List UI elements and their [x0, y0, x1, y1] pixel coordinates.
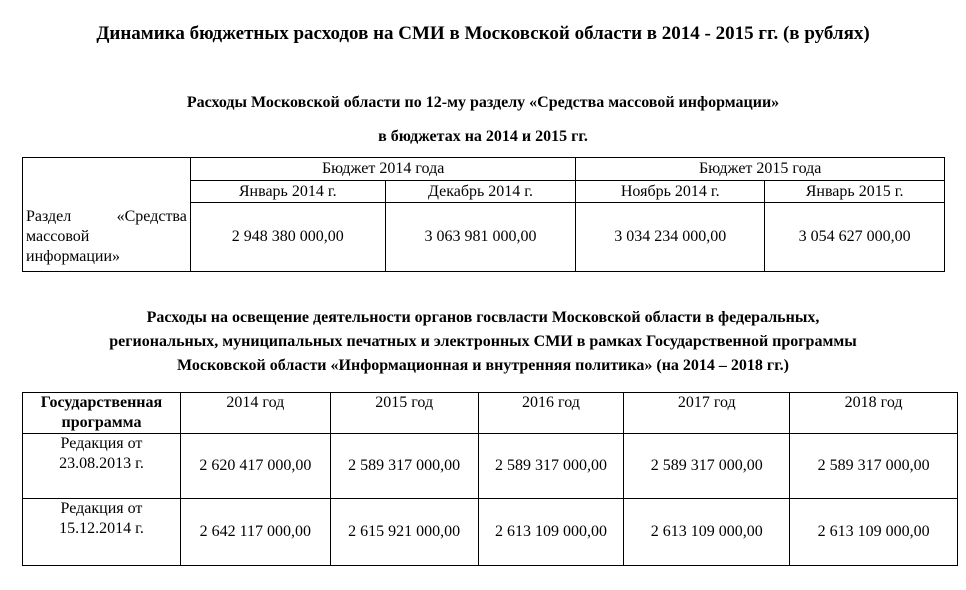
section2-heading-line-3: Московской области «Информационная и вну…	[177, 357, 789, 374]
column-header: Ноябрь 2014 г.	[575, 180, 766, 203]
table-cell: 2 620 417 000,00	[179, 433, 331, 499]
table-cell: 2 613 109 000,00	[477, 498, 625, 566]
group-header: Бюджет 2015 года	[575, 157, 945, 181]
column-header: Январь 2015 г.	[764, 180, 945, 203]
table-cell: 2 589 317 000,00	[329, 433, 479, 499]
section1-heading-line-2: в бюджетах на 2014 и 2015 гг.	[378, 128, 588, 145]
column-header: Государственная программа	[22, 392, 181, 434]
table-row: Редакция от 23.08.2013 г. 2 620 417 000,…	[22, 433, 958, 499]
column-header: Январь 2014 г.	[189, 180, 386, 203]
table-cell: 2 589 317 000,00	[789, 433, 958, 499]
table-cell: 2 613 109 000,00	[789, 498, 958, 566]
media-budget-table: Раздел «Средства массовой информации» Бю…	[22, 157, 945, 272]
column-header: 2017 год	[623, 392, 791, 434]
program-expenses-table: Государственная программа 2014 год 2015 …	[22, 392, 958, 566]
row-label: Редакция от 23.08.2013 г.	[22, 433, 181, 499]
column-header: 2015 год	[329, 392, 479, 434]
column-header: 2018 год	[789, 392, 958, 434]
column-header: 2016 год	[477, 392, 625, 434]
row-label: Раздел «Средства массовой информации»	[22, 157, 191, 272]
section2-heading-line-1: Расходы на освещение деятельности органо…	[146, 309, 820, 326]
section2-heading-line-2: региональных, муниципальных печатных и э…	[109, 333, 857, 350]
page-title: Динамика бюджетных расходов на СМИ в Мос…	[96, 23, 870, 44]
table-cell: 3 063 981 000,00	[384, 202, 577, 272]
column-header: 2014 год	[179, 392, 331, 434]
table-cell: 2 613 109 000,00	[623, 498, 791, 566]
group-header: Бюджет 2014 года	[189, 157, 577, 181]
table-cell: 2 589 317 000,00	[623, 433, 791, 499]
section1-heading-line-1: Расходы Московской области по 12-му разд…	[186, 94, 780, 111]
table-cell: 2 642 117 000,00	[179, 498, 331, 566]
table-cell: 2 589 317 000,00	[477, 433, 625, 499]
table-cell: 3 054 627 000,00	[764, 202, 945, 272]
table-cell: 3 034 234 000,00	[575, 202, 766, 272]
table-cell: 2 615 921 000,00	[329, 498, 479, 566]
table-row: Редакция от 15.12.2014 г. 2 642 117 000,…	[22, 498, 958, 566]
row-label: Редакция от 15.12.2014 г.	[22, 498, 181, 566]
column-header: Декабрь 2014 г.	[384, 180, 577, 203]
table-cell: 2 948 380 000,00	[189, 202, 386, 272]
